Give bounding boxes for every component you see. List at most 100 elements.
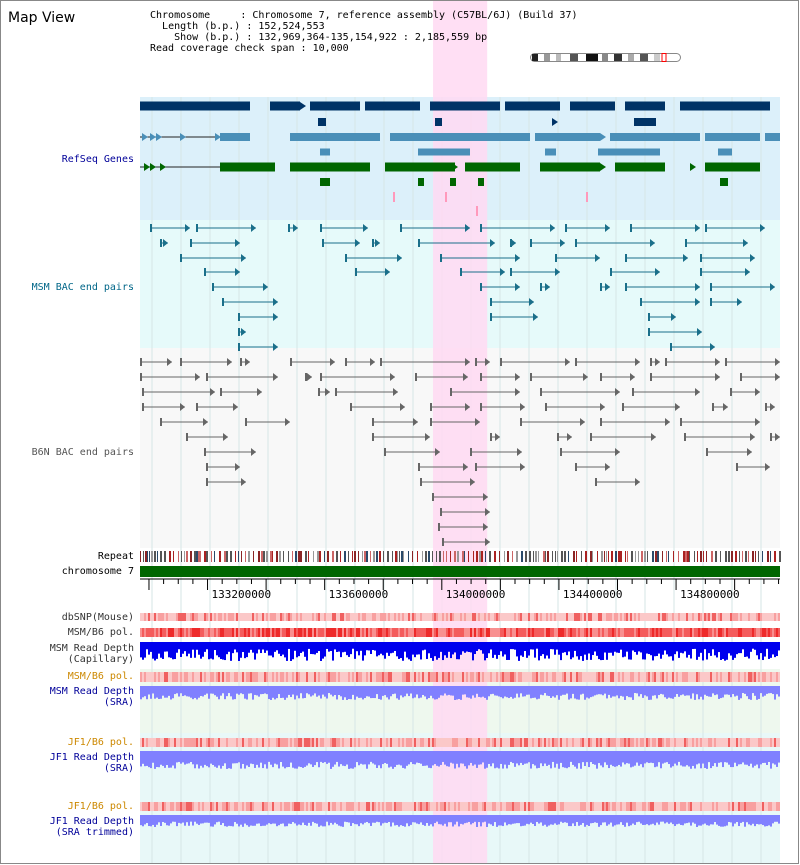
- depth-bin: [564, 815, 566, 823]
- snp-bin: [524, 738, 526, 747]
- snp-bin: [472, 738, 474, 747]
- repeat-feature: [748, 551, 749, 562]
- repeat-feature: [143, 551, 144, 562]
- repeat-feature: [725, 551, 727, 562]
- b6n-bac-end: [520, 403, 525, 411]
- depth-bin: [622, 642, 624, 658]
- depth-bin: [202, 642, 204, 657]
- snp-bin: [162, 802, 164, 811]
- depth-bin: [206, 751, 208, 767]
- depth-bin: [522, 642, 524, 657]
- depth-bin: [746, 815, 748, 823]
- snp-bin: [712, 802, 714, 811]
- snp-bin: [778, 738, 780, 747]
- snp-bin: [434, 672, 436, 682]
- depth-bin: [756, 815, 758, 824]
- depth-bin: [652, 751, 654, 764]
- b6n-bac-end: [770, 403, 775, 411]
- track-label-refseq-genes[interactable]: RefSeq Genes: [61, 154, 134, 165]
- repeat-feature: [462, 551, 464, 562]
- depth-bin: [214, 815, 216, 825]
- snp-bin: [452, 672, 454, 682]
- snp-bin: [658, 628, 660, 637]
- depth-bin: [186, 642, 188, 657]
- depth-bin: [238, 686, 240, 695]
- snp-bin: [616, 738, 618, 747]
- depth-bin: [198, 815, 200, 825]
- depth-bin: [456, 815, 458, 822]
- depth-bin: [676, 642, 678, 652]
- depth-bin: [532, 642, 534, 650]
- snp-bin: [208, 802, 210, 811]
- snp-bin: [258, 628, 260, 637]
- snp-bin: [520, 738, 522, 747]
- depth-bin: [202, 686, 204, 697]
- snp-bin: [682, 672, 684, 682]
- snp-bin: [678, 628, 680, 637]
- snp-bin: [738, 802, 740, 811]
- depth-bin: [770, 751, 772, 769]
- snp-bin: [214, 738, 216, 747]
- track-label-msm-bac[interactable]: MSM BAC end pairs: [31, 282, 134, 293]
- chromosome-ideogram[interactable]: [530, 53, 682, 62]
- depth-bin: [438, 815, 440, 825]
- snp-bin: [752, 628, 754, 637]
- depth-bin: [374, 815, 376, 823]
- snp-bin: [522, 613, 524, 621]
- depth-bin: [418, 686, 420, 699]
- depth-bin: [208, 686, 210, 699]
- snp-bin: [460, 628, 462, 637]
- track-label-b6n-bac[interactable]: B6N BAC end pairs: [31, 447, 134, 458]
- depth-bin: [372, 751, 374, 764]
- msm-bac-end: [605, 283, 610, 291]
- depth-bin: [628, 642, 630, 660]
- snp-bin: [488, 802, 490, 811]
- depth-bin: [390, 686, 392, 697]
- snp-bin: [366, 738, 368, 747]
- repeat-feature: [276, 551, 278, 562]
- b6n-bac-end: [495, 433, 500, 441]
- snp-bin: [218, 628, 220, 637]
- depth-bin: [758, 815, 760, 825]
- snp-bin: [502, 613, 504, 621]
- snp-bin: [584, 672, 586, 682]
- repeat-feature: [344, 551, 346, 562]
- repeat-feature: [755, 551, 756, 562]
- axis-tick-label: 133600000: [329, 588, 389, 601]
- snp-bin: [276, 802, 278, 811]
- b6n-bac-end: [415, 373, 417, 381]
- b6n-bac-end: [390, 373, 395, 381]
- msm-bac-end: [683, 254, 688, 262]
- b6n-bac-end: [206, 463, 208, 471]
- snp-bin: [226, 738, 228, 747]
- depth-bin: [634, 642, 636, 653]
- snp-bin: [564, 613, 566, 621]
- snp-bin: [578, 628, 580, 637]
- depth-bin: [410, 751, 412, 763]
- snp-bin: [620, 738, 622, 747]
- snp-bin: [528, 628, 530, 637]
- depth-bin: [258, 815, 260, 824]
- depth-bin: [546, 751, 548, 766]
- b6n-bac-end: [483, 523, 488, 531]
- depth-bin: [370, 751, 372, 762]
- depth-bin: [382, 815, 384, 824]
- depth-bin: [370, 686, 372, 699]
- depth-bin: [718, 642, 720, 653]
- depth-bin: [152, 642, 154, 659]
- gene-arrow: [330, 133, 336, 141]
- snp-bin: [428, 802, 430, 811]
- depth-bin: [526, 751, 528, 764]
- depth-bin: [152, 751, 154, 763]
- snp-bin: [544, 672, 546, 682]
- depth-bin: [228, 815, 230, 826]
- snp-bin: [678, 672, 680, 682]
- msm-bac-end: [515, 254, 520, 262]
- snp-bin: [316, 802, 318, 811]
- snp-bin: [462, 802, 464, 811]
- snp-bin: [380, 613, 382, 621]
- snp-bin: [690, 613, 692, 621]
- snp-bin: [372, 628, 374, 637]
- gene-arrow: [300, 133, 306, 141]
